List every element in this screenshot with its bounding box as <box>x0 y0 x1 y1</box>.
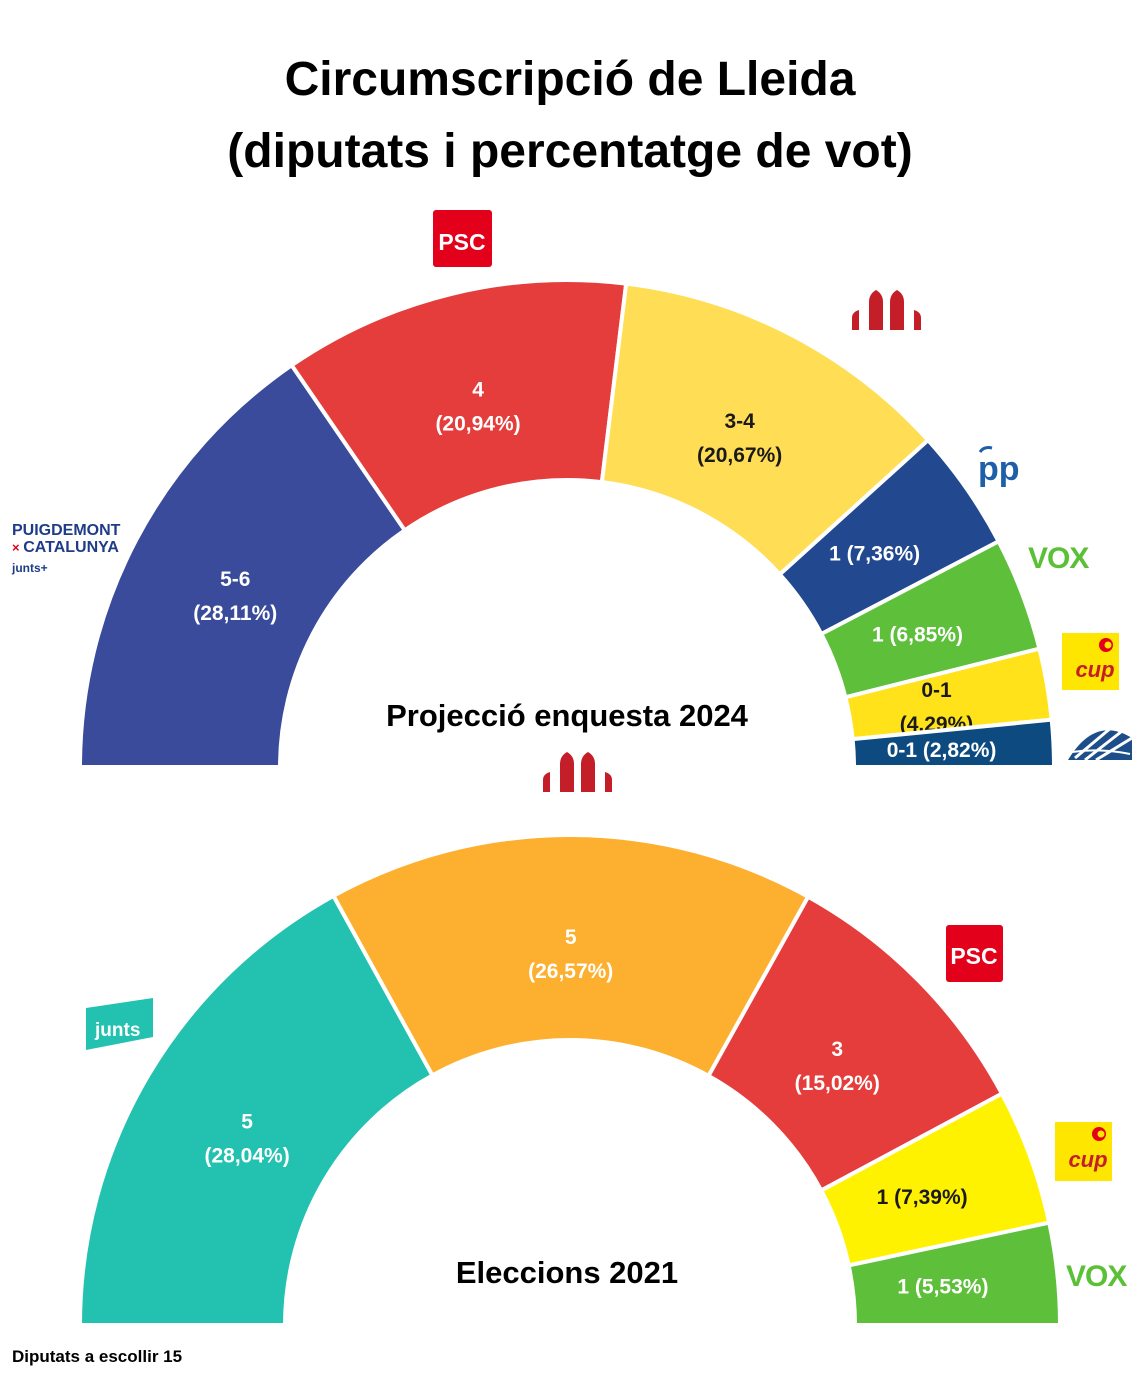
seg2021-vox-label: 1 (5,53%) <box>897 1276 988 1299</box>
seg2021-junts-wedge <box>77 893 436 1327</box>
seg2024-junts-label: 5-6 <box>220 568 250 591</box>
seg2024-erc-label: 3-4 <box>724 410 755 433</box>
puigdemont-logo-line1: PUIGDEMONT <box>12 522 121 539</box>
chart-title-line-1: Circumscripció de Lleida <box>284 53 856 106</box>
caption-2021: Eleccions 2021 <box>456 1255 678 1290</box>
vox-logo-text: VOX <box>1066 1260 1127 1293</box>
cup-logo-text: cup <box>1075 657 1114 682</box>
puigdemont-logo-line2: × CATALUNYA <box>12 539 119 556</box>
seg2021-erc-wedge <box>330 833 811 1079</box>
cup-logo-2021: cup <box>1055 1122 1112 1181</box>
erc-icon <box>852 290 921 330</box>
erc-icon <box>543 752 612 792</box>
hemicycle-2021: 5 (28,04%) 5 (26,57%) 3 (15,02%) 1 (7,39%) 1 (5… <box>77 833 1063 1327</box>
seg2021-erc-label: 5 <box>565 926 577 949</box>
seg2024-psc-wedge <box>288 278 629 534</box>
seg2024-psc-pct-label: (20,94%) <box>435 413 520 436</box>
vox-logo-2021: VOX <box>1066 1260 1128 1293</box>
seg2024-erc-pct-label: (20,67%) <box>697 444 782 467</box>
alianca-catalana-icon <box>1068 720 1133 762</box>
seg2021-junts-label: 5 <box>241 1110 253 1133</box>
seg2024-alian-a-catalana-label: 0-1 (2,82%) <box>887 739 997 762</box>
junts-logo: junts <box>86 998 153 1050</box>
seg2021-vox-wedge <box>846 1220 1063 1327</box>
seg2024-psc-label: 4 <box>472 379 484 402</box>
psc-logo-text: PSC <box>950 943 997 969</box>
puigdemont-catalunya-logo: PUIGDEMONT × CATALUNYA junts+ <box>11 522 121 575</box>
cup-logo-text: cup <box>1068 1147 1107 1172</box>
seg2024-alian-a-catalana-wedge <box>850 717 1057 769</box>
junts-logo-text: junts <box>94 1020 140 1041</box>
footnote-seats: Diputats a escollir 15 <box>12 1347 183 1366</box>
vox-logo-text: VOX <box>1028 542 1089 575</box>
hemicycle-2024: 5-6 (28,11%) 4 (20,94%) 3-4 (20,67%) 1 (7,36%)… <box>77 278 1057 769</box>
psc-logo-text: PSC <box>438 229 485 255</box>
cup-logo-2024: cup <box>1062 633 1119 690</box>
psc-logo-2024: PSC <box>433 210 492 267</box>
seg2021-psc-pct-label: (15,02%) <box>795 1072 880 1095</box>
seg2021-psc-label: 3 <box>831 1038 843 1061</box>
seg2021-junts-pct-label: (28,04%) <box>205 1144 290 1167</box>
seg2021-cup-label: 1 (7,39%) <box>877 1186 968 1209</box>
seg2024-junts-wedge <box>77 362 408 769</box>
seg2024-junts-pct-label: (28,11%) <box>193 602 277 625</box>
seg2024-pp-label: 1 (7,36%) <box>829 543 920 566</box>
puigdemont-logo-line3: junts+ <box>11 561 48 575</box>
caption-2024: Projecció enquesta 2024 <box>386 698 749 733</box>
chart-title-line-2: (diputats i percentatge de vot) <box>227 125 913 178</box>
pp-logo-text: pp <box>978 450 1020 488</box>
pp-logo: pp <box>978 446 1020 488</box>
psc-logo-2021: PSC <box>946 925 1003 982</box>
seg2024-vox-label: 1 (6,85%) <box>872 624 963 647</box>
vox-logo-2024: VOX <box>1028 542 1090 575</box>
seg2021-erc-pct-label: (26,57%) <box>528 960 613 983</box>
seg2024-cup-label: 0-1 <box>921 679 952 702</box>
